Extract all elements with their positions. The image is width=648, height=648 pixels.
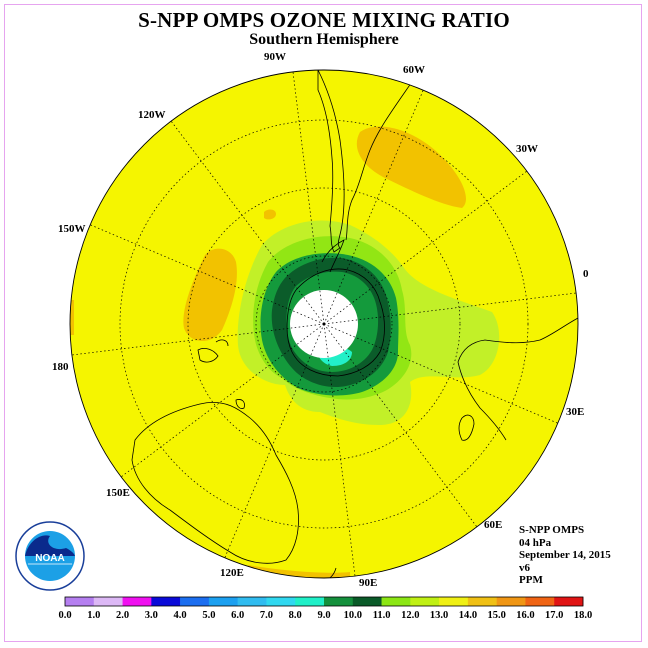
noaa-logo-text: NOAA [35,553,64,564]
south-pole-marker [322,322,326,326]
colorbar-swatch [554,597,584,606]
coastline-australia [131,402,299,564]
colorbar-tick-label: 5.0 [202,610,215,621]
colorbar-tick-label: 12.0 [401,610,419,621]
longitude-label: 120E [220,567,244,579]
colorbar-tick-label: 13.0 [430,610,448,621]
contour-orange-patch [356,126,466,208]
coastline-africa [457,317,578,441]
longitude-label: 90E [359,577,377,589]
colorbar-tick-label: 3.0 [145,610,158,621]
map-boundary [69,69,579,579]
colorbar-tick-label: 10.0 [344,610,362,621]
coastline-tasmania [235,399,245,409]
colorbar-swatch [180,597,210,606]
colorbar-swatch [65,597,95,606]
colorbar-swatch [122,597,152,606]
colorbar-swatch [266,597,296,606]
longitude-label: 0 [583,268,589,280]
longitude-label: 150W [58,223,86,235]
colorbar-tick-label: 0.0 [58,610,71,621]
colorbar-swatch [93,597,123,606]
coastlines [131,70,578,578]
colorbar-tick-label: 9.0 [317,610,330,621]
longitude-label: 60W [403,64,425,76]
info-version: v6 [519,561,530,574]
longitude-label: 30E [566,406,584,418]
noaa-logo: NOAA [15,521,85,591]
plot-frame [4,4,642,642]
longitude-label: 60E [484,519,502,531]
contour-orange-patch [183,248,237,342]
graticule [71,71,577,577]
info-block: S-NPP OMPS 04 hPa September 14, 2015 v6 … [519,524,611,587]
colorbar-swatch [439,597,469,606]
contour-orange-patch [70,300,74,335]
colorbar: 0.0 1.0 2.0 3.0 4.0 5.0 6.0 7.0 8.0 9.0 10.0 11.0 12… [58,596,592,621]
coastline-antarctic-peninsula [321,239,345,273]
longitude-label: 150E [106,487,130,499]
colorbar-swatch [151,597,181,606]
info-instrument: S-NPP OMPS [519,524,585,536]
colorbar-tick-label: 17.0 [545,610,563,621]
colorbar-swatch [467,597,497,606]
colorbar-tick-label: 16.0 [516,610,534,621]
longitude-label: 180 [52,361,69,373]
latitude-circle [119,119,529,529]
colorbar-swatch [496,597,526,606]
colorbar-frame [64,596,584,607]
colorbar-swatch [208,597,238,606]
info-date: September 14, 2015 [519,549,611,561]
latitude-circle [255,255,393,393]
colorbar-swatch [381,597,411,606]
colorbar-tick-label: 11.0 [373,610,391,621]
contour-orange-patch [264,209,276,220]
coastline-south-america [317,70,345,253]
colorbar-tick-label: 7.0 [260,610,273,621]
coastline-new-zealand-north [215,339,229,347]
colorbar-tick-label: 14.0 [459,610,477,621]
longitude-label: 90W [264,51,286,63]
colorbar-tick-label: 18.0 [574,610,592,621]
longitude-label: 120W [138,109,166,121]
colorbar-tick-label: 8.0 [289,610,302,621]
colorbar-swatch [352,597,382,606]
latitude-circle [187,187,461,461]
coastline-south-america-east [345,70,421,241]
map-title: S-NPP OMPS OZONE MIXING RATIO [138,8,510,32]
colorbar-tick-label: 15.0 [488,610,506,621]
colorbar-tick-label: 2.0 [116,610,129,621]
info-units: PPM [519,574,543,586]
coastline-antarctica [286,268,385,377]
colorbar-tick-label: 6.0 [231,610,244,621]
colorbar-tick-label: 4.0 [174,610,187,621]
colorbar-swatch [295,597,325,606]
coastline-new-zealand [197,348,219,363]
colorbar-swatch [237,597,267,606]
longitude-label: 30W [516,143,538,155]
map-subtitle: Southern Hemisphere [249,31,399,48]
colorbar-swatch [410,597,440,606]
info-level: 04 hPa [519,536,552,549]
coastline-madagascar [458,414,475,441]
colorbar-tick-label: 1.0 [87,610,100,621]
colorbar-swatch [525,597,555,606]
colorbar-swatch [324,597,354,606]
